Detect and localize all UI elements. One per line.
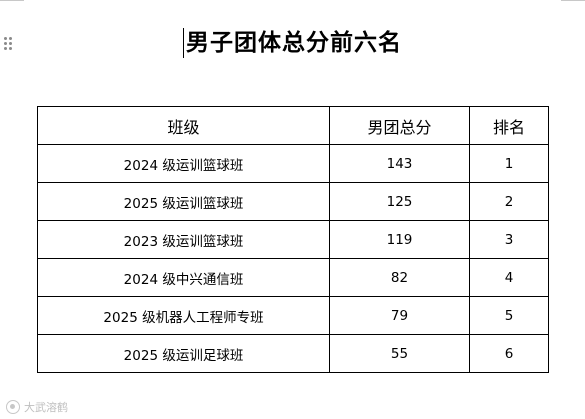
cell-score[interactable]: 55 [329, 334, 470, 373]
drag-handle-icon[interactable] [4, 37, 14, 51]
header-rank[interactable]: 排名 [469, 106, 549, 145]
cell-class[interactable]: 2023 级运训篮球班 [37, 220, 330, 259]
cell-class[interactable]: 2024 级中兴通信班 [37, 258, 330, 297]
cell-score[interactable]: 79 [329, 296, 470, 335]
header-score[interactable]: 男团总分 [329, 106, 470, 145]
table-row: 2024 级运训篮球班 143 1 [37, 144, 549, 183]
cell-rank[interactable]: 3 [469, 220, 549, 259]
cell-score[interactable]: 125 [329, 182, 470, 221]
page-corner-left [0, 0, 24, 4]
cell-score[interactable]: 119 [329, 220, 470, 259]
title-block: 男子团体总分前六名 [0, 26, 585, 60]
cell-rank[interactable]: 6 [469, 334, 549, 373]
table-row: 2024 级中兴通信班 82 4 [37, 258, 549, 297]
cell-class[interactable]: 2024 级运训篮球班 [37, 144, 330, 183]
cell-score[interactable]: 82 [329, 258, 470, 297]
cell-score[interactable]: 143 [329, 144, 470, 183]
table-row: 2025 级运训足球班 55 6 [37, 334, 549, 373]
watermark: 大武溶鹤 [6, 399, 68, 415]
table-row: 2025 级运训篮球班 125 2 [37, 182, 549, 221]
page-corner-right [561, 0, 585, 4]
ranking-table: 班级 男团总分 排名 2024 级运训篮球班 143 1 2025 级运训篮球班… [37, 106, 549, 373]
table-header-row: 班级 男团总分 排名 [37, 106, 549, 145]
watermark-logo-icon [6, 400, 20, 414]
table-row: 2025 级机器人工程师专班 79 5 [37, 296, 549, 335]
cell-rank[interactable]: 1 [469, 144, 549, 183]
header-class[interactable]: 班级 [37, 106, 330, 145]
document-title[interactable]: 男子团体总分前六名 [186, 29, 402, 56]
cell-class[interactable]: 2025 级机器人工程师专班 [37, 296, 330, 335]
watermark-text: 大武溶鹤 [24, 401, 68, 414]
text-cursor [183, 28, 184, 58]
cell-rank[interactable]: 4 [469, 258, 549, 297]
cell-rank[interactable]: 5 [469, 296, 549, 335]
cell-class[interactable]: 2025 级运训足球班 [37, 334, 330, 373]
cell-rank[interactable]: 2 [469, 182, 549, 221]
cell-class[interactable]: 2025 级运训篮球班 [37, 182, 330, 221]
table-row: 2023 级运训篮球班 119 3 [37, 220, 549, 259]
